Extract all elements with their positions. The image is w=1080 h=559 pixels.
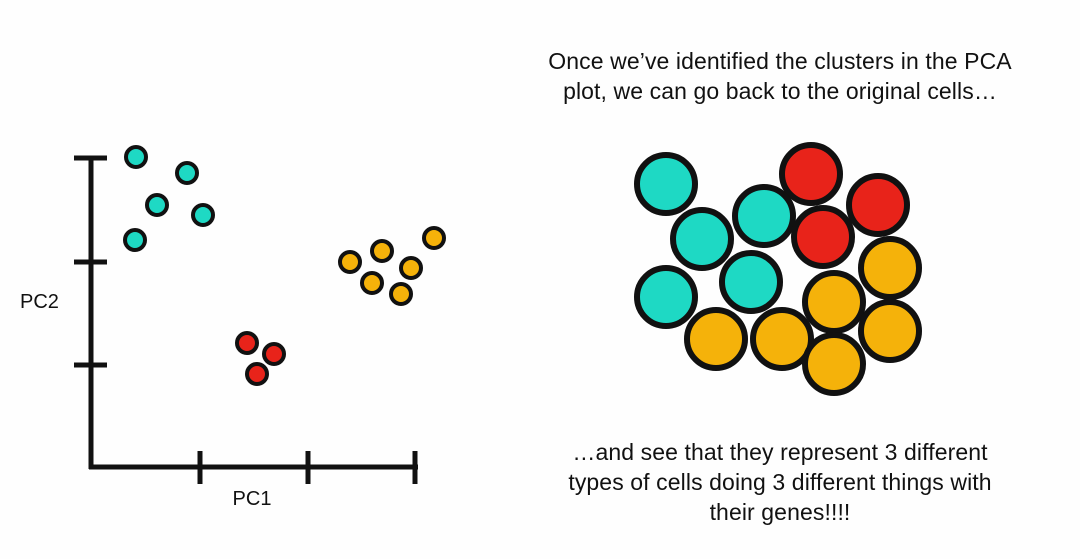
caption-bottom-line-2: types of cells doing 3 different things … (568, 469, 992, 495)
caption-top: Once we’ve identified the clusters in th… (500, 46, 1060, 106)
teal-cell (719, 250, 783, 314)
teal-point (191, 203, 215, 227)
caption-bottom-line-1: …and see that they represent 3 different (572, 439, 988, 465)
orange-point (399, 256, 423, 280)
orange-cell (750, 307, 814, 371)
caption-top-line-2: plot, we can go back to the original cel… (563, 78, 997, 104)
red-point (235, 331, 259, 355)
teal-point (145, 193, 169, 217)
caption-bottom: …and see that they represent 3 different… (515, 437, 1045, 527)
y-axis-label: PC2 (20, 291, 59, 313)
teal-cluster-points (123, 145, 215, 252)
red-cell (846, 173, 910, 237)
orange-cluster-points (338, 226, 446, 306)
teal-cell (634, 152, 698, 216)
orange-point (389, 282, 413, 306)
x-axis-label: PC1 (233, 488, 272, 510)
original-cells (634, 142, 922, 396)
teal-point (124, 145, 148, 169)
red-cell (791, 205, 855, 269)
orange-point (370, 239, 394, 263)
orange-cell (858, 299, 922, 363)
caption-top-line-1: Once we’ve identified the clusters in th… (548, 48, 1012, 74)
teal-point (123, 228, 147, 252)
teal-cell (670, 207, 734, 271)
red-point (262, 342, 286, 366)
teal-point (175, 161, 199, 185)
orange-cell (802, 270, 866, 334)
orange-point (338, 250, 362, 274)
teal-cell (732, 184, 796, 248)
teal-cell (634, 265, 698, 329)
orange-cell (684, 307, 748, 371)
red-point (245, 362, 269, 386)
red-cell (779, 142, 843, 206)
orange-point (360, 271, 384, 295)
caption-bottom-line-3: their genes!!!! (709, 499, 851, 525)
orange-point (422, 226, 446, 250)
red-cluster-points (235, 331, 286, 386)
orange-cell (802, 332, 866, 396)
pca-axes (74, 155, 418, 484)
orange-cell (858, 236, 922, 300)
